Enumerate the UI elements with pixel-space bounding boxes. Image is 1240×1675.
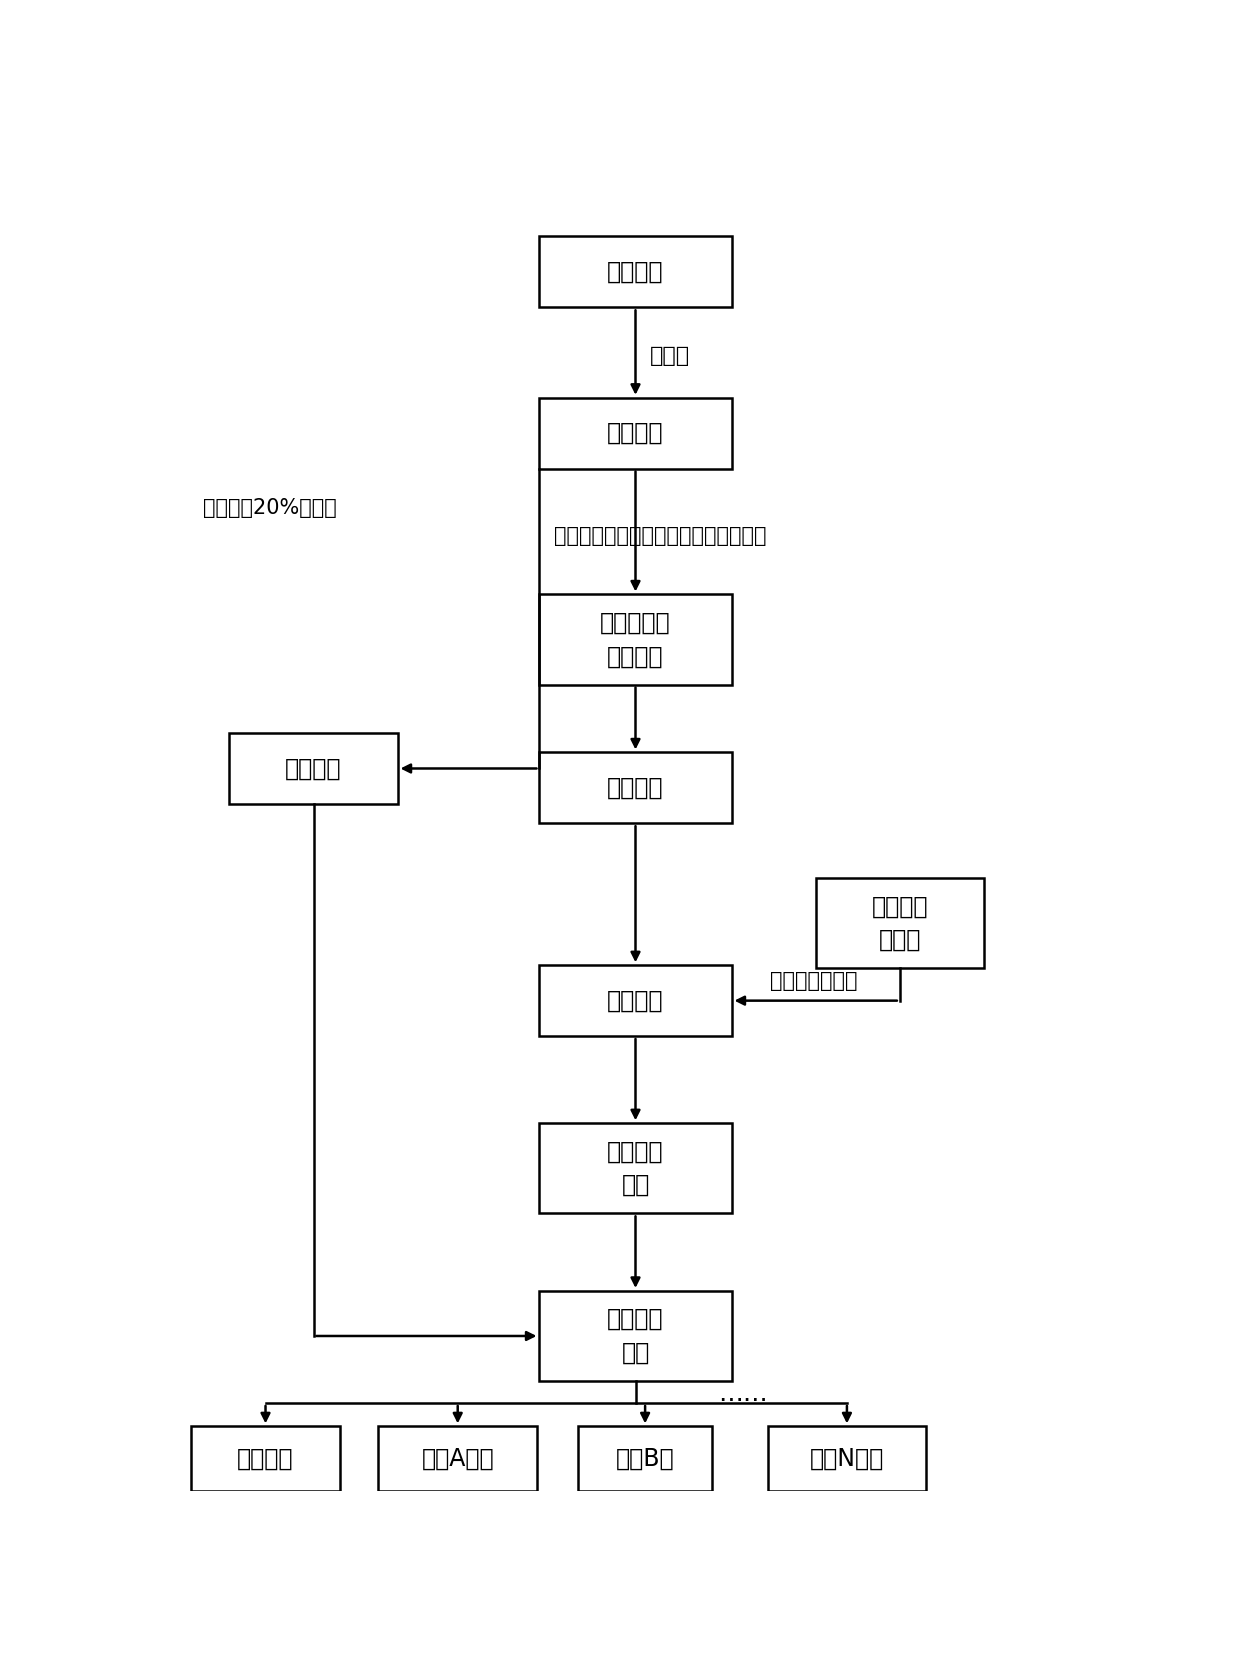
FancyBboxPatch shape [539,1291,732,1382]
Text: 初始化所有参数: 初始化所有参数 [770,971,858,992]
FancyBboxPatch shape [539,752,732,824]
Text: 人工分选、
添加标签: 人工分选、 添加标签 [600,611,671,668]
FancyBboxPatch shape [539,1124,732,1213]
Text: 预处理: 预处理 [650,345,689,365]
FancyBboxPatch shape [191,1427,340,1491]
Text: 对剩余图像进行人工分选，并添加标签: 对剩余图像进行人工分选，并添加标签 [554,526,766,546]
FancyBboxPatch shape [378,1427,537,1491]
FancyBboxPatch shape [768,1427,926,1491]
Text: 训练图像: 训练图像 [608,776,663,801]
FancyBboxPatch shape [578,1427,713,1491]
Text: 深度网络
模型: 深度网络 模型 [608,1139,663,1198]
Text: 缺陷B图: 缺陷B图 [616,1447,675,1471]
Text: 训练网络: 训练网络 [608,988,663,1013]
FancyBboxPatch shape [539,595,732,685]
Text: 缺陷N图片: 缺陷N图片 [810,1447,884,1471]
FancyBboxPatch shape [816,878,983,968]
Text: 采集图像: 采集图像 [608,260,663,285]
Text: 测试图像: 测试图像 [285,757,342,781]
FancyBboxPatch shape [539,965,732,1037]
Text: 输入图像: 输入图像 [608,420,663,446]
Text: 随机抽取20%作测试: 随机抽取20%作测试 [203,497,337,518]
Text: 缺陷A图片: 缺陷A图片 [422,1447,494,1471]
Text: 预训练模
型加载: 预训练模 型加载 [872,894,928,951]
FancyBboxPatch shape [539,397,732,469]
FancyBboxPatch shape [229,734,398,804]
Text: 正常图片: 正常图片 [237,1447,294,1471]
Text: 测试结果
图片: 测试结果 图片 [608,1306,663,1365]
Text: ……: …… [718,1382,768,1405]
FancyBboxPatch shape [539,236,732,308]
